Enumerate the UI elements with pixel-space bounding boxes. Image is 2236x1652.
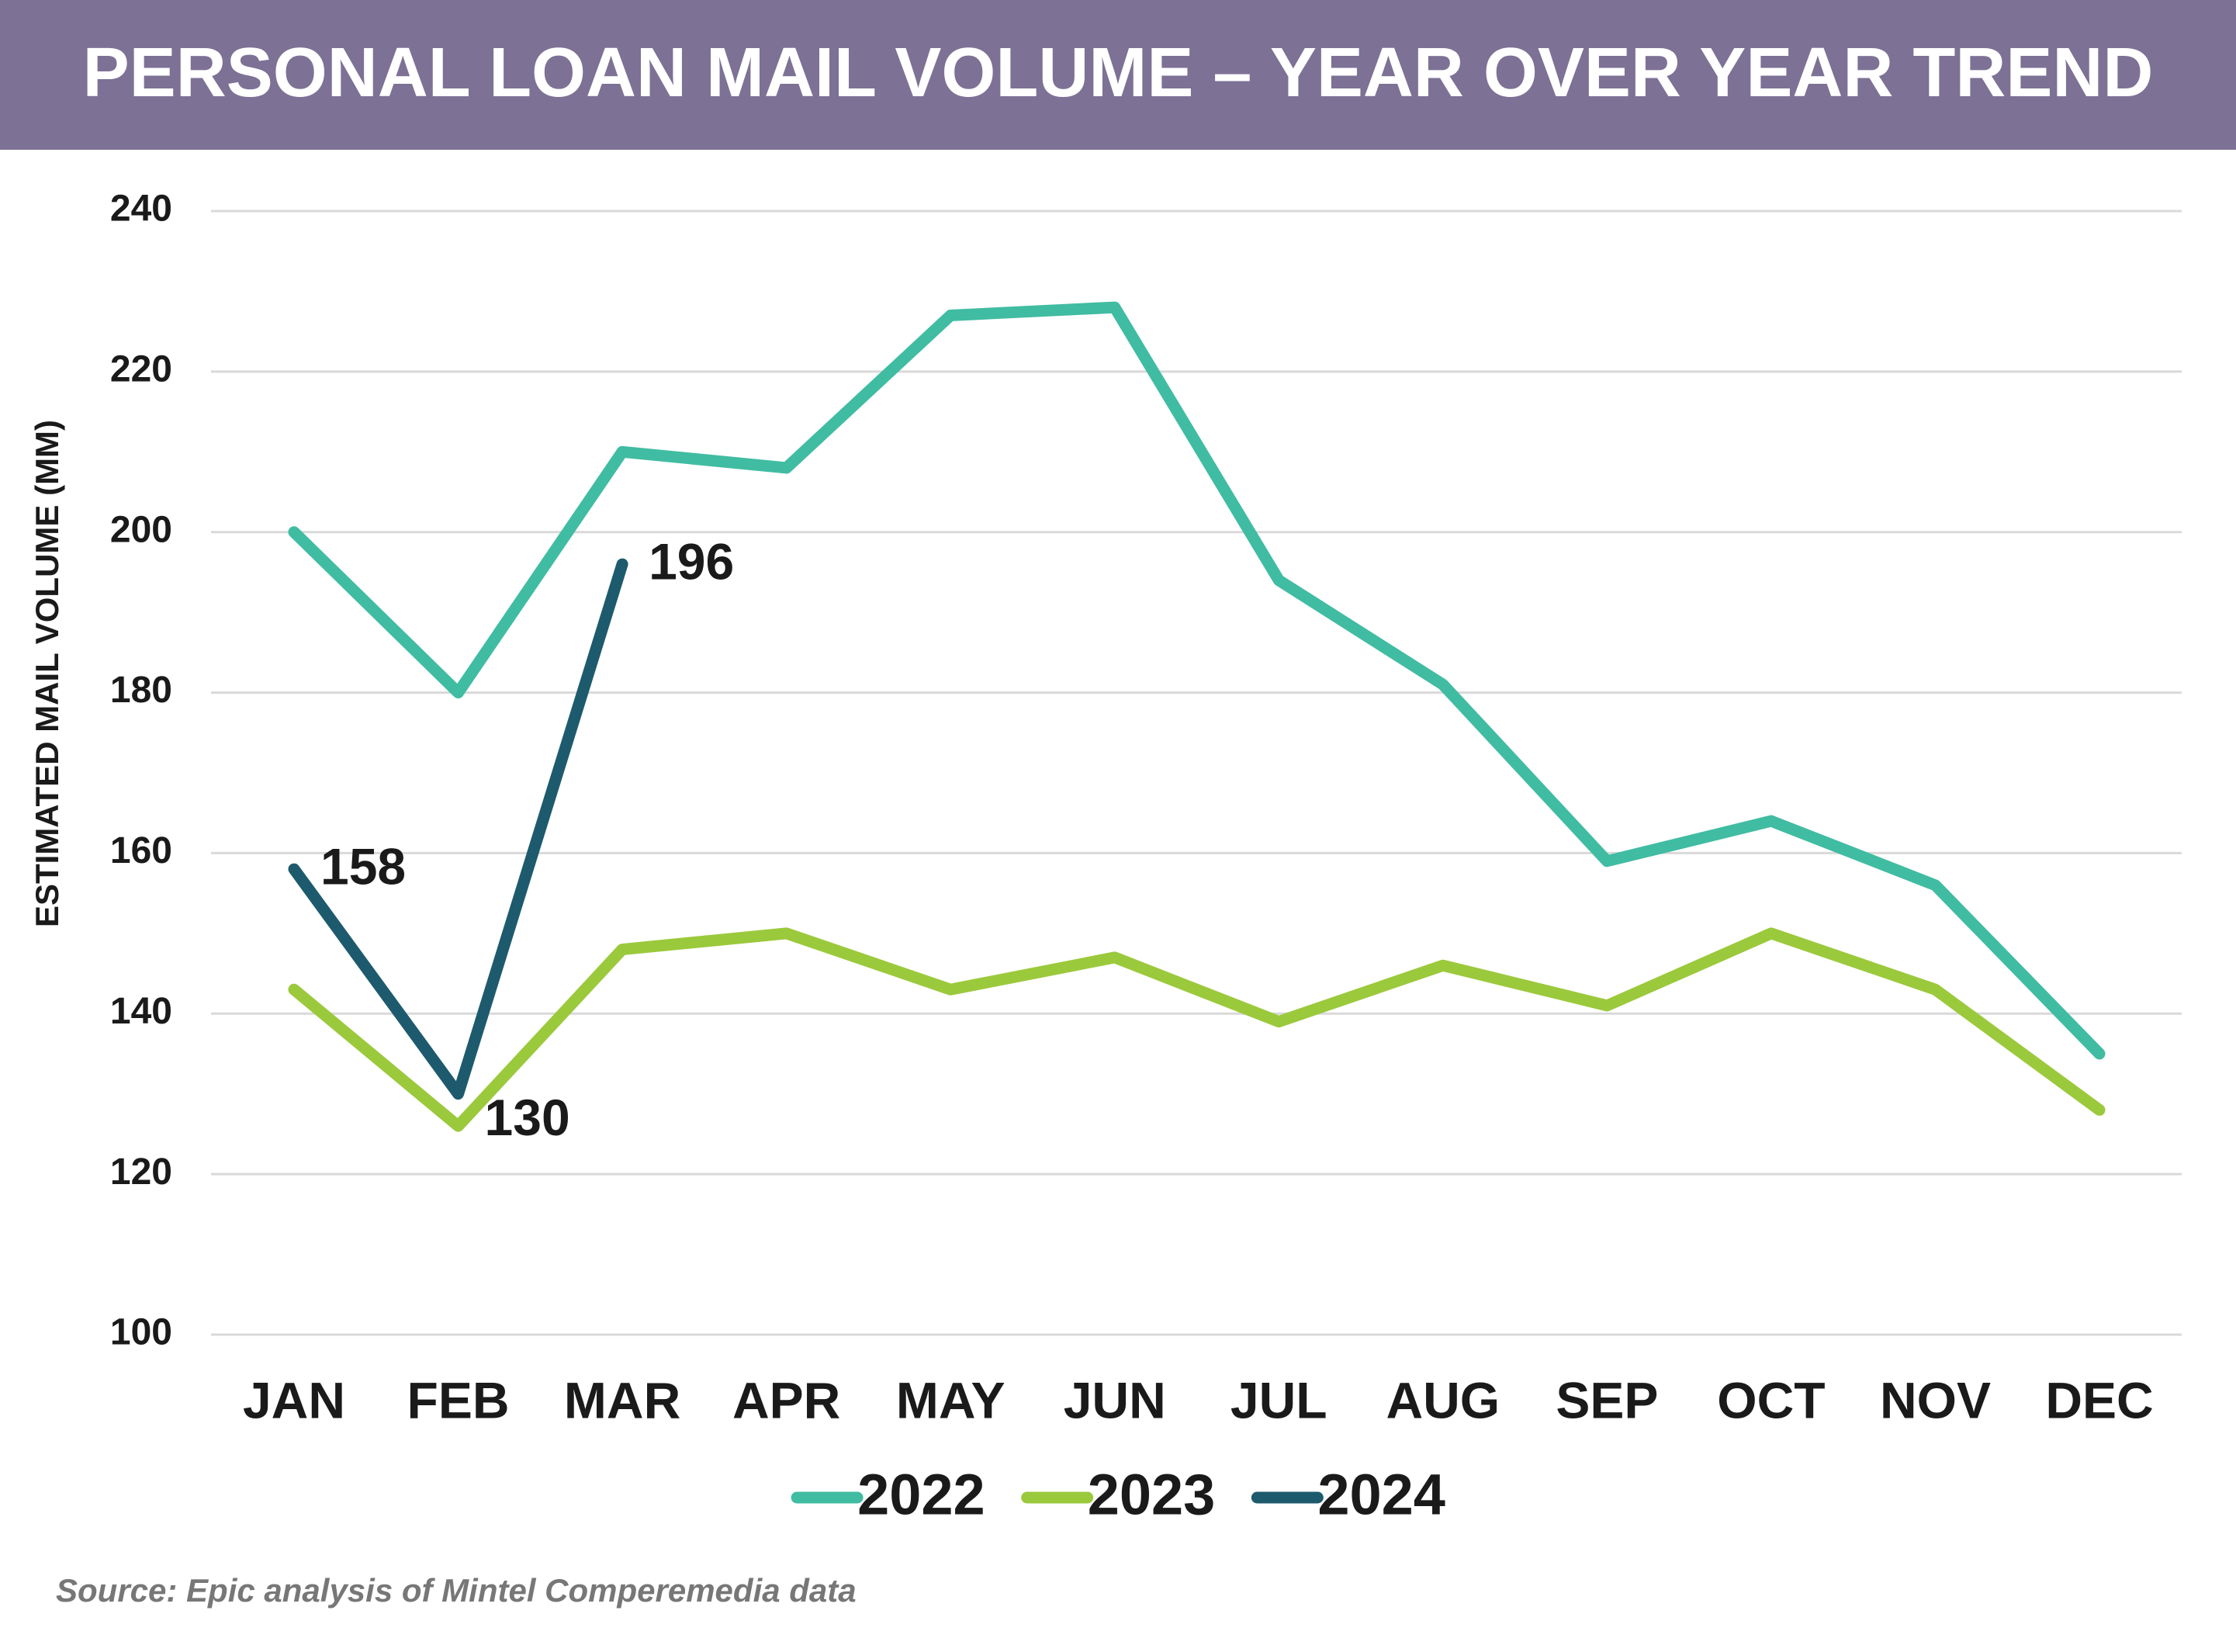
x-tick-label: OCT [1717,1371,1825,1429]
x-tick-label: SEP [1556,1371,1658,1429]
series-line [288,927,2106,1132]
y-tick-label: 140 [110,991,172,1032]
x-tick-label: NOV [1880,1371,1991,1429]
x-tick-label: JUL [1230,1371,1327,1429]
y-axis-label: ESTIMATED MAIL VOLUME (MM) [29,420,65,927]
y-tick-label: 200 [110,509,172,550]
data-label: 196 [649,533,734,590]
x-tick-label: DEC [2045,1371,2153,1429]
x-tick-label: MAY [896,1371,1006,1429]
y-tick-label: 220 [110,349,172,390]
legend-label: 2023 [1088,1463,1216,1527]
y-tick-label: 100 [110,1312,172,1353]
x-tick-label: APR [732,1371,840,1429]
legend-label: 2022 [857,1463,985,1527]
legend-label: 2024 [1317,1463,1445,1527]
y-tick-label: 180 [110,670,172,711]
title-bar [0,0,2236,150]
x-tick-label: AUG [1386,1371,1500,1429]
y-tick-label: 160 [110,830,172,871]
x-tick-label: JAN [243,1371,345,1429]
y-tick-label: 120 [110,1152,172,1193]
chart-title: PERSONAL LOAN MAIL VOLUME – YEAR OVER YE… [83,34,2154,112]
x-tick-label: MAR [564,1371,680,1429]
data-label: 158 [320,838,406,895]
series-line [288,301,2106,1060]
series-line [288,558,628,1100]
source-note: Source: Epic analysis of Mintel Comperem… [56,1572,857,1609]
x-tick-label: FEB [407,1371,510,1429]
data-label: 130 [485,1089,570,1146]
y-tick-label: 240 [110,189,172,230]
x-tick-label: JUN [1064,1371,1166,1429]
